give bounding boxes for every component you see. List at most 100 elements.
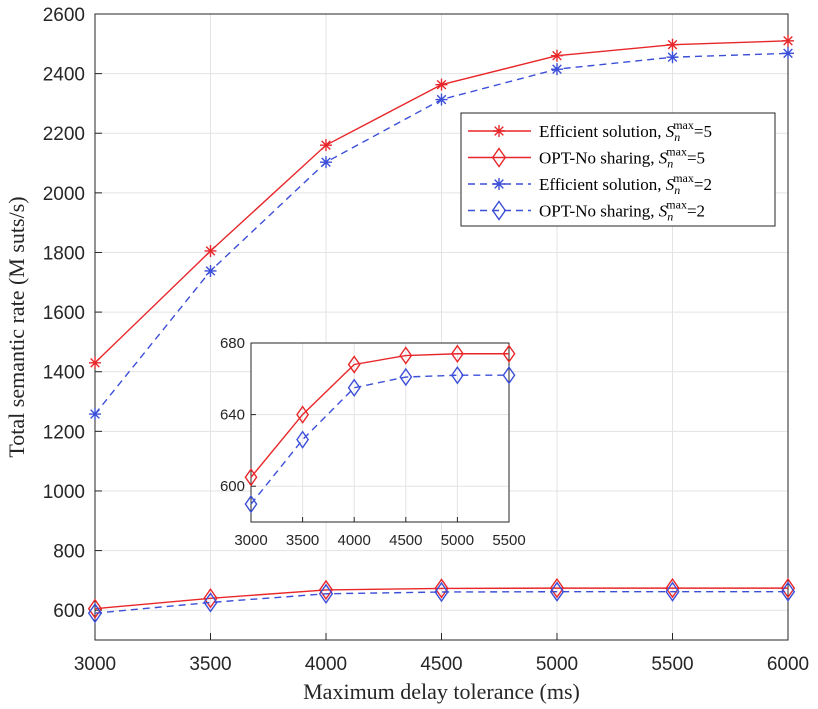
data-point-marker [203,592,218,613]
legend-marker [491,147,507,168]
legend-marker [491,200,507,221]
data-point-marker [666,51,679,64]
main-series [87,34,796,624]
x-tick-label: 3500 [189,654,231,675]
y-tick-label: 1200 [43,422,85,443]
series-line [94,591,788,614]
inset-x-tick-label: 5000 [441,532,474,549]
data-point-marker [89,356,101,369]
inset-data-point-marker [347,378,361,397]
data-point-marker [87,602,103,624]
series-3 [89,47,794,421]
data-point-marker [549,581,565,602]
data-point-marker [318,583,334,605]
y-tick-label: 2400 [43,65,85,86]
data-point-marker [434,581,449,603]
y-tick-label: 1000 [43,482,85,503]
legend-label: OPT-No sharing, Snmax=2 [539,198,705,224]
legend-marker [493,178,505,190]
y-tick-label: 600 [53,601,85,622]
data-point-marker [203,588,218,609]
data-point-marker [434,578,449,599]
data-point-marker [782,47,794,60]
legend-item: Efficient solution, Snmax=5 [468,118,712,144]
inset-x-tick-label: 5500 [492,532,525,549]
inset-data-point-marker [296,430,310,449]
inset-data-point-marker [347,355,361,374]
x-tick-label: 5000 [536,654,578,675]
y-tick-label: 2000 [43,184,85,205]
inset-data-point-marker [244,468,258,487]
x-tick-label: 4000 [305,654,347,675]
legend-label: Efficient solution, Snmax=5 [539,118,712,144]
legend-box [460,112,776,227]
legend-label: Efficient solution, Snmax=2 [539,171,712,197]
legend-item: Efficient solution, Snmax=2 [468,171,712,197]
data-point-marker [89,408,101,421]
legend-item: OPT-No sharing, Snmax=2 [468,198,705,224]
data-point-marker [551,63,563,76]
y-tick-label: 1600 [43,303,85,324]
inset-y-tick-label: 640 [220,407,245,424]
y-tick-label: 1800 [43,243,85,264]
inset-x-tick-label: 3000 [234,532,267,549]
inset-x-tick-label: 4500 [389,532,422,549]
data-point-marker [549,577,565,599]
inset-data-point-marker [399,346,413,365]
inset-data-point-marker [502,344,516,363]
data-point-marker [666,38,679,51]
x-tick-label: 3000 [74,654,116,675]
data-point-marker [780,581,796,602]
inset-data-point-marker [296,405,310,424]
data-point-marker [87,598,103,619]
inset-chart: 3000 3500 4000 4500 5000 5500 600 640 680 [220,335,526,549]
series-4 [87,581,796,624]
inset-series-1 [244,344,516,487]
data-point-marker [204,264,217,277]
inset-series-line [250,353,509,478]
data-point-marker [318,579,334,601]
inset-data-point-marker [502,365,516,385]
inset-data-point-marker [244,494,258,514]
series-2 [87,577,796,619]
inset-tick-labels: 3000 3500 4000 4500 5000 5500 600 640 680 [220,335,526,549]
data-point-marker [435,93,448,106]
data-point-marker [551,49,563,62]
data-point-marker [665,577,680,599]
inset-data-point-marker [450,365,464,385]
inset-plot-frame [250,342,510,523]
data-point-marker [782,34,794,47]
inset-x-tick-label: 3500 [286,532,319,549]
series-1 [89,34,794,369]
data-point-marker [780,577,796,599]
x-tick-label: 5500 [651,654,693,675]
y-tick-label: 2600 [43,5,85,26]
data-point-marker [320,139,332,152]
legend-item: OPT-No sharing, Snmax=5 [468,145,705,171]
inset-series [244,344,516,514]
inset-data-point-marker [399,367,413,387]
main-tick-labels: 3000 3500 4000 4500 5000 5500 6000 600 800 1000 12… [43,5,809,675]
inset-series-line [250,374,509,505]
inset-data-point-marker [450,344,464,363]
series-line [94,587,788,610]
inset-x-tick-label: 4000 [338,532,371,549]
inset-y-tick-label: 600 [220,478,245,495]
data-point-marker [320,156,332,169]
x-tick-label: 6000 [767,654,809,675]
data-point-marker [204,244,217,257]
y-axis-label: Total semantic rate (M suts/s) [4,196,29,457]
legend-marker [493,125,505,137]
x-axis-label: Maximum delay tolerance (ms) [303,679,580,704]
data-point-marker [435,78,448,91]
data-point-marker [665,581,680,602]
y-tick-label: 2200 [43,124,85,145]
legend-label: OPT-No sharing, Snmax=5 [539,145,705,171]
inset-y-tick-label: 680 [220,335,245,352]
x-tick-label: 4500 [420,654,462,675]
inset-series-2 [244,365,516,514]
inset-background [251,343,509,522]
y-tick-label: 1400 [43,363,85,384]
